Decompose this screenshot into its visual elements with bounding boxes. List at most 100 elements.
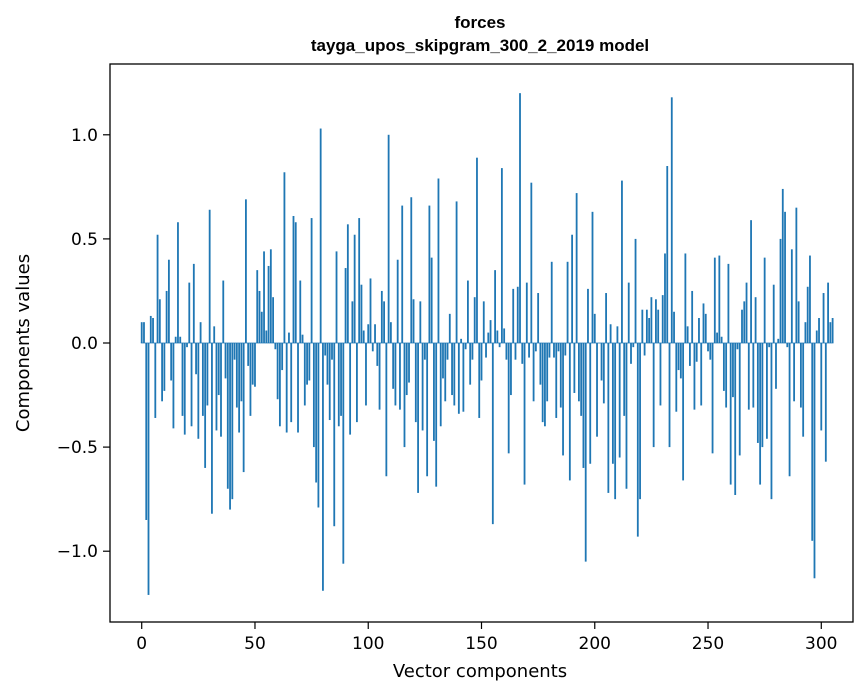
bar-component-153 <box>487 333 489 343</box>
bar-component-215 <box>628 283 630 343</box>
bar-component-44 <box>240 343 242 401</box>
bar-component-232 <box>666 166 668 343</box>
bar-component-190 <box>571 235 573 343</box>
bar-component-264 <box>739 343 741 455</box>
bar-component-157 <box>496 331 498 343</box>
bar-component-234 <box>671 97 673 343</box>
bar-component-220 <box>639 343 641 499</box>
bar-component-258 <box>725 343 727 408</box>
bar-component-247 <box>700 343 702 405</box>
bar-component-128 <box>431 258 433 343</box>
bar-component-137 <box>451 343 453 395</box>
bar-component-151 <box>483 301 485 343</box>
bar-component-113 <box>397 260 399 343</box>
bar-component-112 <box>395 343 397 405</box>
bar-component-90 <box>345 268 347 343</box>
bar-component-133 <box>442 343 444 378</box>
bar-component-165 <box>515 343 517 360</box>
bar-component-256 <box>721 337 723 343</box>
bar-component-40 <box>231 343 233 499</box>
y-tick-label: 1.0 <box>71 126 98 146</box>
bar-component-26 <box>200 322 202 343</box>
bar-component-305 <box>832 318 834 343</box>
bar-component-94 <box>354 235 356 343</box>
bar-component-211 <box>619 343 621 458</box>
bar-component-100 <box>367 324 369 343</box>
bar-component-292 <box>802 343 804 437</box>
bar-component-219 <box>637 343 639 537</box>
bar-component-143 <box>465 343 467 349</box>
bar-component-216 <box>630 343 632 364</box>
bar-component-57 <box>270 249 272 343</box>
bar-component-1 <box>143 322 145 343</box>
bar-component-167 <box>519 93 521 343</box>
bar-component-176 <box>539 343 541 385</box>
bar-component-96 <box>358 218 360 343</box>
bar-component-272 <box>757 343 759 443</box>
bar-component-155 <box>492 343 494 524</box>
bar-component-159 <box>501 168 503 343</box>
bar-component-221 <box>641 310 643 343</box>
bar-component-37 <box>225 343 227 378</box>
bar-component-170 <box>526 283 528 343</box>
bar-component-72 <box>304 343 306 405</box>
bar-component-140 <box>458 343 460 414</box>
bar-component-150 <box>481 343 483 380</box>
bar-component-286 <box>789 343 791 476</box>
bar-component-85 <box>333 343 335 526</box>
bar-component-15 <box>175 337 177 343</box>
bar-component-108 <box>385 343 387 476</box>
bar-component-277 <box>768 343 770 347</box>
bar-component-218 <box>635 239 637 343</box>
bar-component-102 <box>372 343 374 351</box>
bar-component-231 <box>664 253 666 343</box>
bar-component-268 <box>748 343 750 410</box>
bar-component-21 <box>188 283 190 343</box>
bar-component-254 <box>716 333 718 343</box>
bar-component-83 <box>329 343 331 420</box>
bar-component-283 <box>782 189 784 343</box>
bar-component-59 <box>274 343 276 349</box>
bar-component-199 <box>592 212 594 343</box>
bar-component-187 <box>564 343 566 355</box>
bar-component-91 <box>347 224 349 343</box>
bar-component-119 <box>410 197 412 343</box>
bar-component-84 <box>331 343 333 360</box>
bar-component-273 <box>759 343 761 485</box>
bar-component-236 <box>675 343 677 412</box>
bar-component-139 <box>456 201 458 343</box>
bar-component-291 <box>800 343 802 408</box>
bar-component-184 <box>558 343 560 351</box>
bar-component-295 <box>809 256 811 343</box>
bar-component-289 <box>795 208 797 343</box>
bar-component-223 <box>646 310 648 343</box>
bar-component-197 <box>587 289 589 343</box>
bar-component-127 <box>428 206 430 343</box>
bar-component-180 <box>549 343 551 358</box>
bar-component-152 <box>485 343 487 358</box>
bar-component-53 <box>261 312 263 343</box>
bar-component-178 <box>544 343 546 426</box>
bar-component-163 <box>510 343 512 395</box>
bar-component-92 <box>349 343 351 435</box>
bar-component-158 <box>499 343 501 347</box>
bar-component-303 <box>827 283 829 343</box>
bar-component-24 <box>195 343 197 374</box>
bar-component-278 <box>771 343 773 499</box>
bar-component-174 <box>535 343 537 351</box>
bar-component-117 <box>406 343 408 395</box>
bar-component-225 <box>650 297 652 343</box>
bar-component-50 <box>254 343 256 387</box>
bar-component-122 <box>417 343 419 493</box>
bar-component-145 <box>469 343 471 385</box>
bar-component-214 <box>626 343 628 489</box>
bar-component-224 <box>648 318 650 343</box>
bar-component-248 <box>703 303 705 343</box>
bar-component-175 <box>537 293 539 343</box>
bar-component-54 <box>263 251 265 343</box>
bar-component-217 <box>632 343 634 347</box>
bar-component-250 <box>707 343 709 351</box>
bar-component-257 <box>723 343 725 391</box>
